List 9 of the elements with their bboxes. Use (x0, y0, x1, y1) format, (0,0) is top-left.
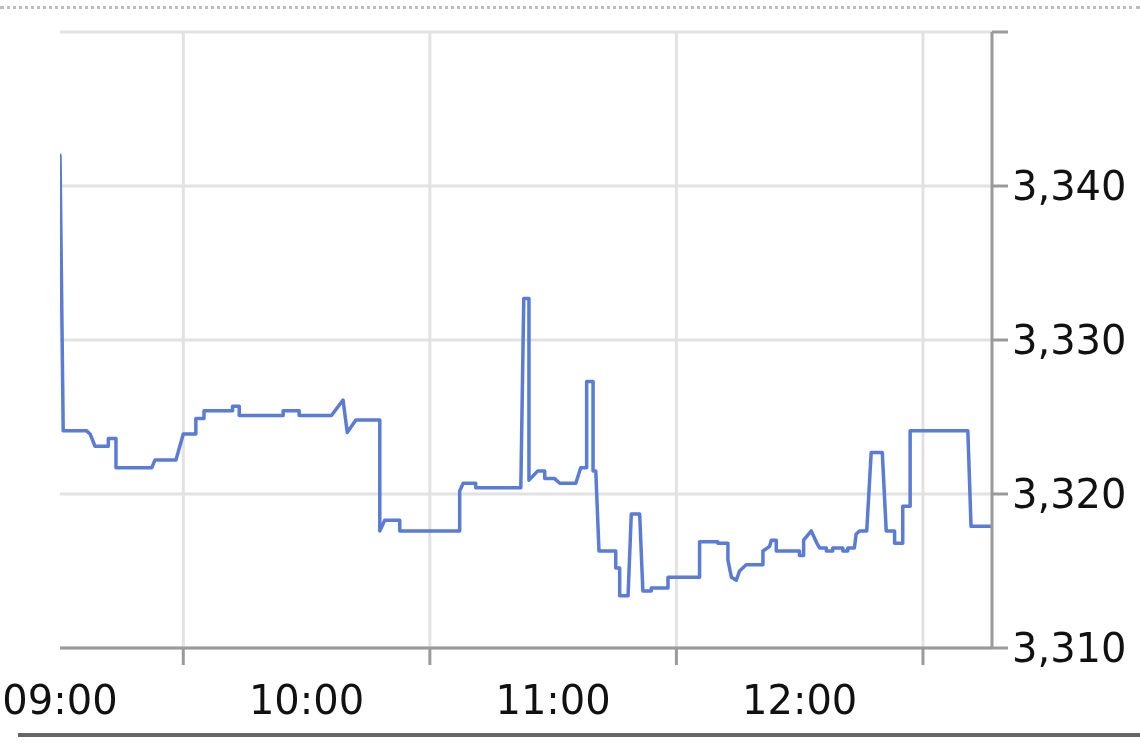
y-tick-label: 3,340 (1012, 163, 1127, 209)
x-tick-label: 11:00 (495, 677, 611, 723)
x-tick-label: 12:00 (742, 677, 858, 723)
line-series (60, 153, 992, 598)
y-tick-label: 3,310 (1012, 625, 1127, 671)
y-tick-label: 3,330 (1012, 317, 1127, 363)
x-tick-label: 09:00 (2, 677, 118, 723)
x-tick-label: 10:00 (248, 677, 365, 723)
y-tick-label: 3,320 (1012, 471, 1127, 517)
